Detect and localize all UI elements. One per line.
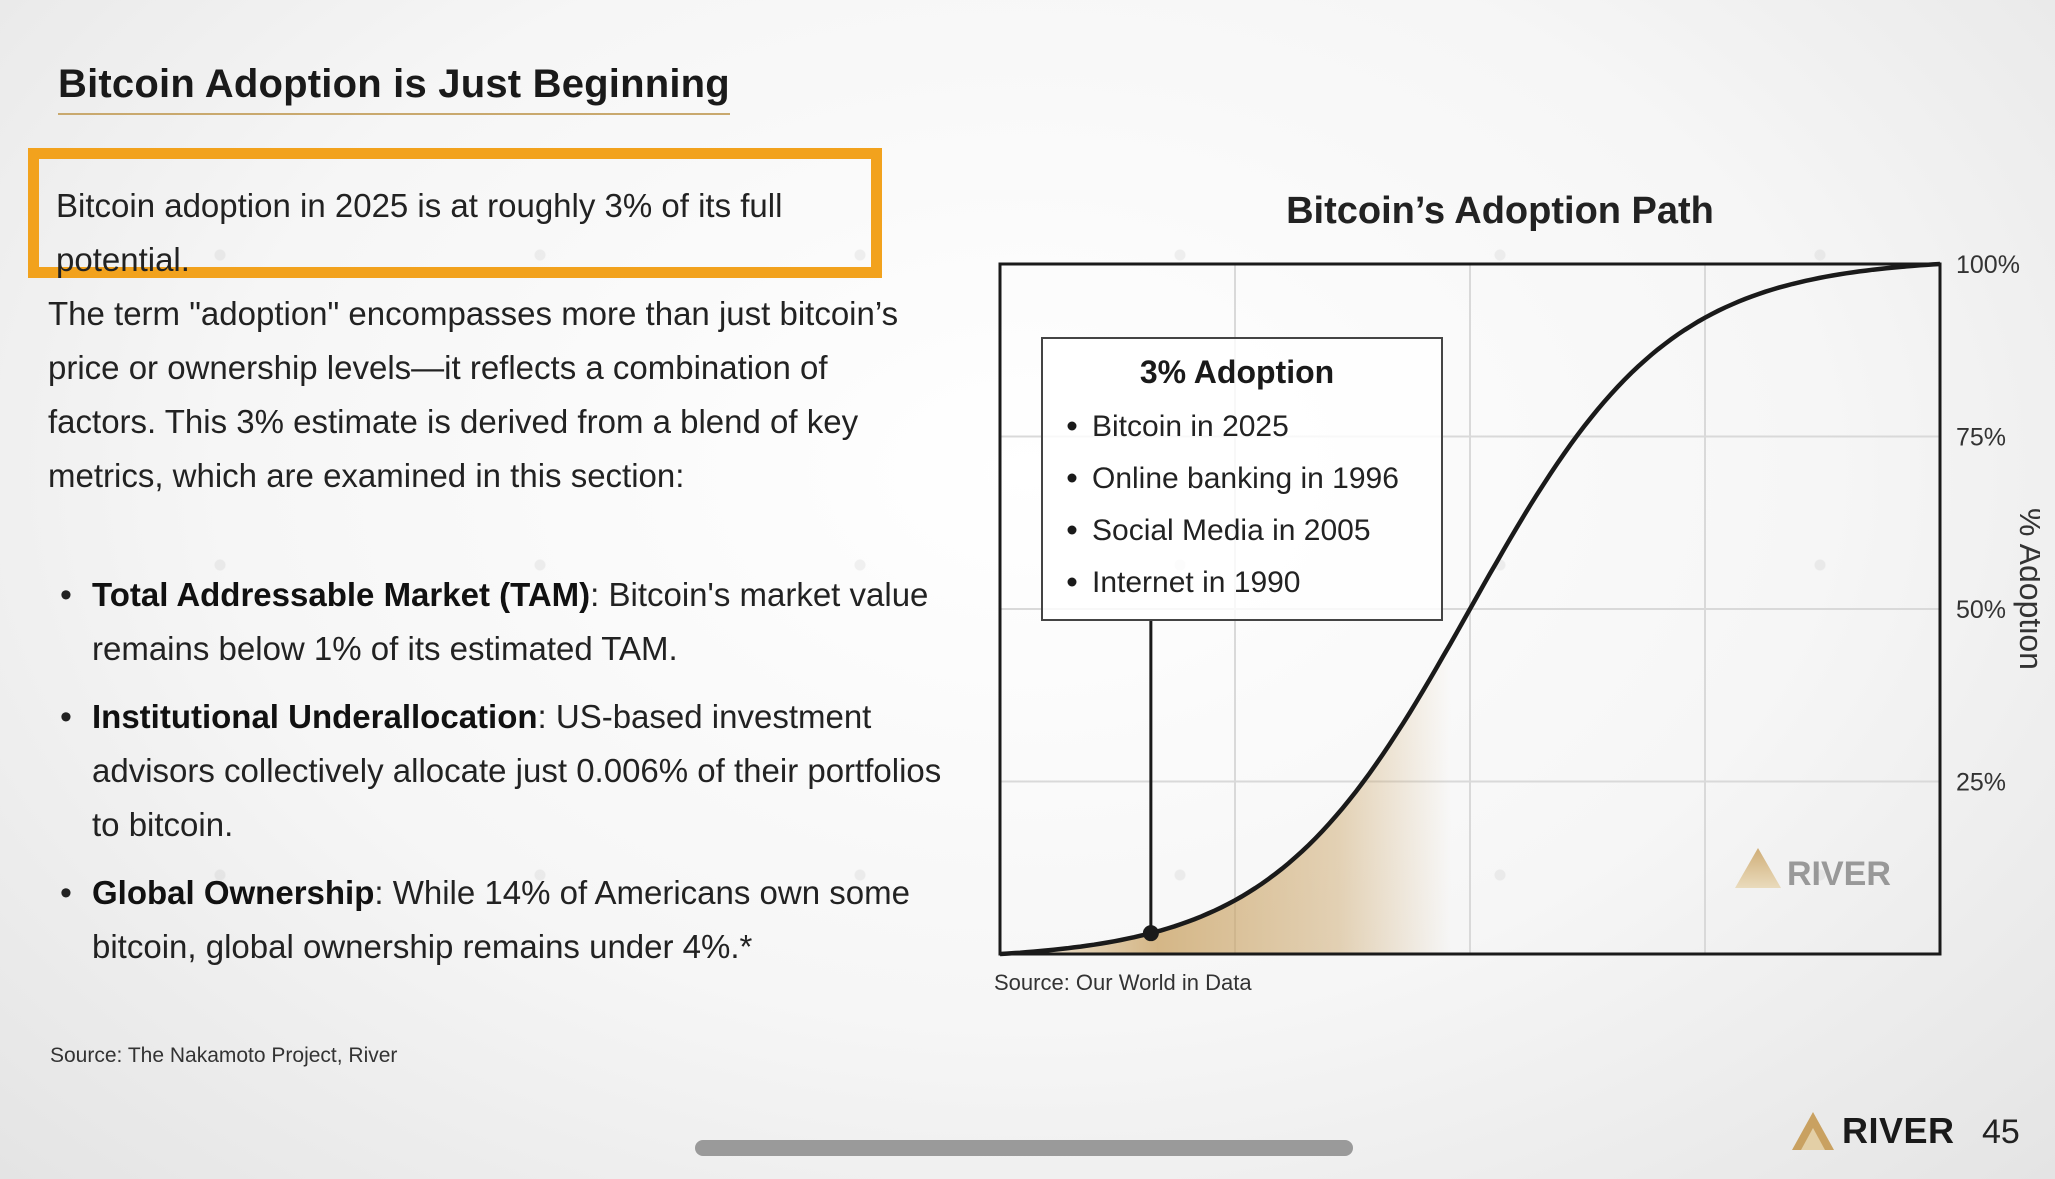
brand-name: RIVER <box>1842 1110 1955 1151</box>
highlight-callout: Bitcoin adoption in 2025 is at roughly 3… <box>28 148 882 278</box>
bullet-dot <box>1067 577 1077 587</box>
river-logo-icon <box>1735 848 1781 888</box>
y-tick-label: 75% <box>1956 424 2006 452</box>
chart-source: Source: Our World in Data <box>994 970 1252 995</box>
adoption-area <box>1000 642 1452 954</box>
chart-title: Bitcoin’s Adoption Path <box>1286 190 1714 232</box>
plot-frame <box>998 262 1942 956</box>
slide-title: Bitcoin Adoption is Just Beginning <box>58 62 730 115</box>
bullet-text: : While 14% of Americans own some bitcoi… <box>92 874 910 965</box>
bullet-text: : Bitcoin's market value remains below 1… <box>92 576 929 667</box>
y-axis-label: % Adoption <box>2013 508 2040 670</box>
bullet-dot <box>1067 525 1077 535</box>
river-watermark: RIVER <box>1735 848 1891 893</box>
footer-brand: RIVER <box>1790 1110 1955 1152</box>
annotation-box: 3% Adoption Bitcoin in 2025 Online bankin… <box>1041 337 1443 621</box>
highlight-point <box>1142 925 1159 942</box>
bullet-dot <box>1067 421 1077 431</box>
list-item: Global Ownership: While 14% of Americans… <box>56 866 956 974</box>
y-tick-label: 25% <box>1956 769 2006 797</box>
annotation-item: Bitcoin in 2025 <box>1092 410 1289 443</box>
metrics-list: Total Addressable Market (TAM): Bitcoin'… <box>56 568 956 988</box>
annotation-item: Social Media in 2005 <box>1092 514 1371 547</box>
list-item: Institutional Underallocation: US-based … <box>56 690 956 852</box>
bullet-term: Global Ownership <box>92 874 375 911</box>
y-axis-ticks: 25% 50% 75% 100% <box>1956 251 2020 797</box>
y-tick-label: 50% <box>1956 596 2006 624</box>
list-item: Total Addressable Market (TAM): Bitcoin'… <box>56 568 956 676</box>
bullet-dot <box>1067 473 1077 483</box>
annotation-item: Internet in 1990 <box>1092 566 1301 599</box>
watermark-text: RIVER <box>1787 855 1891 893</box>
river-logo-icon <box>1792 1112 1834 1150</box>
bullet-term: Institutional Underallocation <box>92 698 538 735</box>
body-paragraph: The term "adoption" encompasses more tha… <box>48 295 899 494</box>
annotation-title: 3% Adoption <box>1140 354 1334 390</box>
source-note: Source: The Nakamoto Project, River <box>50 1044 398 1067</box>
bullet-text: : US-based investment advisors collectiv… <box>92 698 942 843</box>
annotation-item: Online banking in 1996 <box>1092 462 1399 495</box>
page-number: 45 <box>1982 1113 2020 1151</box>
home-indicator[interactable] <box>695 1140 1353 1156</box>
bullet-term: Total Addressable Market (TAM) <box>92 576 591 613</box>
y-tick-label: 100% <box>1956 251 2020 279</box>
adoption-chart: 25% 50% 75% 100% % Adoption 3% Adoption Bit… <box>998 251 2040 957</box>
